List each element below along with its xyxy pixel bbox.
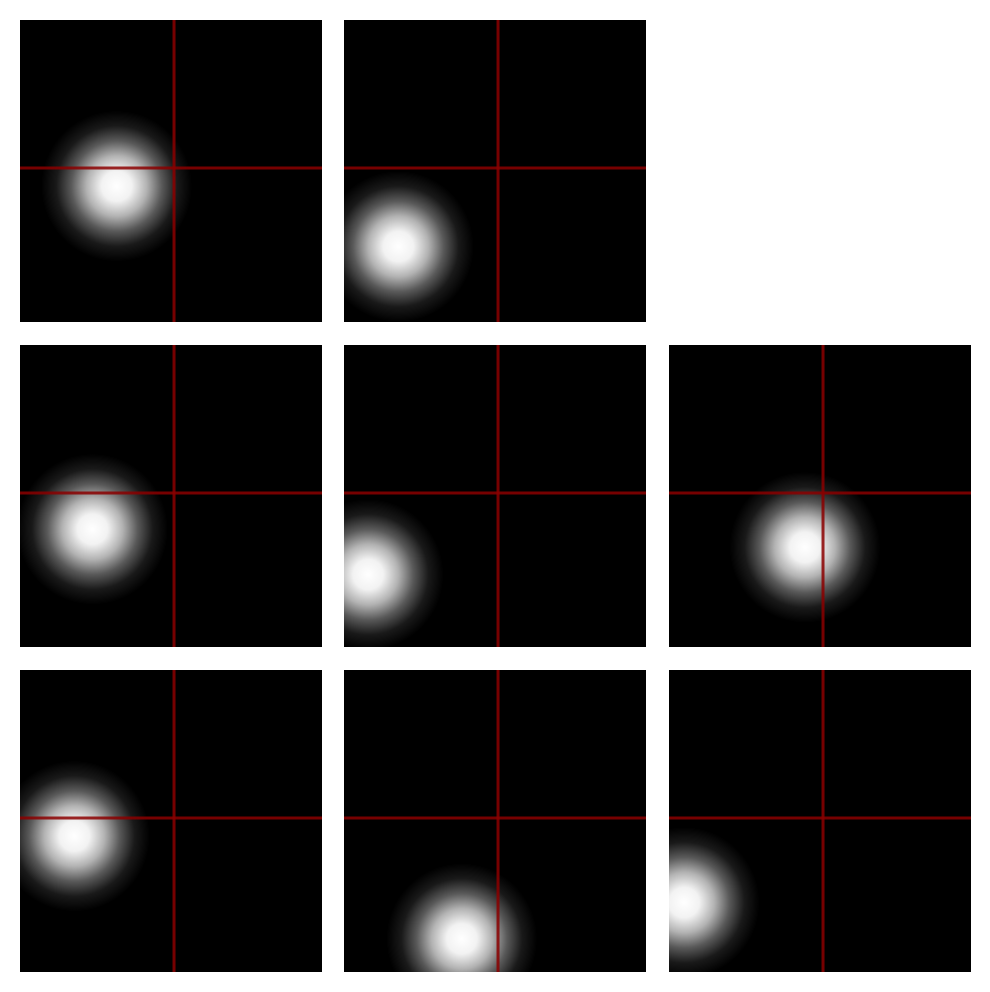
gaussian-blob xyxy=(344,171,474,322)
gaussian-blob xyxy=(344,499,444,647)
image-tile-r2-c1 xyxy=(344,670,646,972)
image-tile-r2-c0 xyxy=(20,670,322,972)
gaussian-blob xyxy=(20,453,168,605)
tile-canvas xyxy=(344,345,646,647)
tile-canvas xyxy=(344,20,646,322)
tile-canvas xyxy=(669,670,971,972)
image-tile-r1-c0 xyxy=(20,345,322,647)
image-tile-r1-c2 xyxy=(669,345,971,647)
tile-canvas xyxy=(20,20,322,322)
image-tile-r1-c1 xyxy=(344,345,646,647)
image-tile-r2-c2 xyxy=(669,670,971,972)
gaussian-blob xyxy=(729,471,881,623)
tile-canvas xyxy=(344,670,646,972)
image-tile-r0-c0 xyxy=(20,20,322,322)
tile-canvas xyxy=(669,345,971,647)
gaussian-blob xyxy=(669,827,760,972)
tile-canvas xyxy=(20,345,322,647)
image-tile-r0-c1 xyxy=(344,20,646,322)
gaussian-blob xyxy=(41,110,193,262)
tile-canvas xyxy=(20,670,322,972)
gaussian-blob xyxy=(20,760,150,912)
